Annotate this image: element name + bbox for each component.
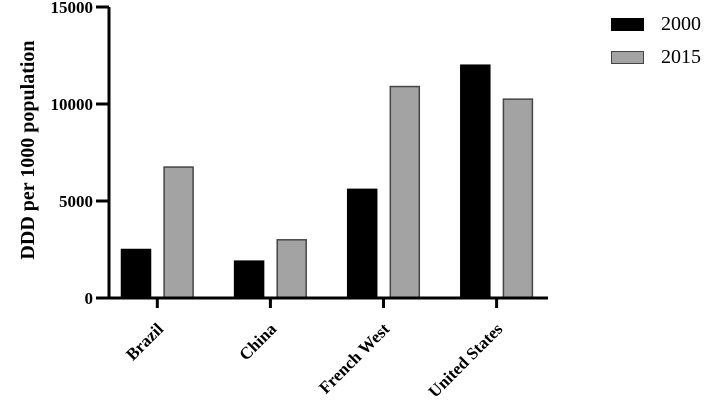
bar-2015-brazil xyxy=(163,166,194,299)
legend-item-2000: 2000 xyxy=(611,12,701,36)
bar-2000-china xyxy=(233,260,265,299)
legend-swatch-2000 xyxy=(611,17,644,31)
bar-2015-china xyxy=(276,239,307,299)
y-tick-label: 0 xyxy=(85,289,94,308)
x-category-label: China xyxy=(235,319,280,364)
bar-2000-french-west xyxy=(346,188,378,299)
legend-label-2015: 2015 xyxy=(661,46,701,68)
bar-2000-brazil xyxy=(120,248,152,299)
bar-2000-united-states xyxy=(460,64,491,299)
bar-2015-french-west xyxy=(389,85,421,299)
x-category-label: United States xyxy=(425,319,507,401)
y-axis-title: DDD per 1000 population xyxy=(17,40,39,259)
legend-item-2015: 2015 xyxy=(611,45,701,69)
x-category-label: Brazil xyxy=(122,319,167,364)
legend-label-2000: 2000 xyxy=(661,13,701,35)
legend-swatch-2015 xyxy=(611,50,644,64)
legend: 2000 2015 xyxy=(611,12,701,78)
y-tick-label: 5000 xyxy=(59,192,93,211)
bar-2015-united-states xyxy=(502,98,534,299)
y-tick-label: 10000 xyxy=(51,95,94,114)
x-category-label: French West xyxy=(315,319,393,397)
y-tick-label: 15000 xyxy=(51,0,94,17)
